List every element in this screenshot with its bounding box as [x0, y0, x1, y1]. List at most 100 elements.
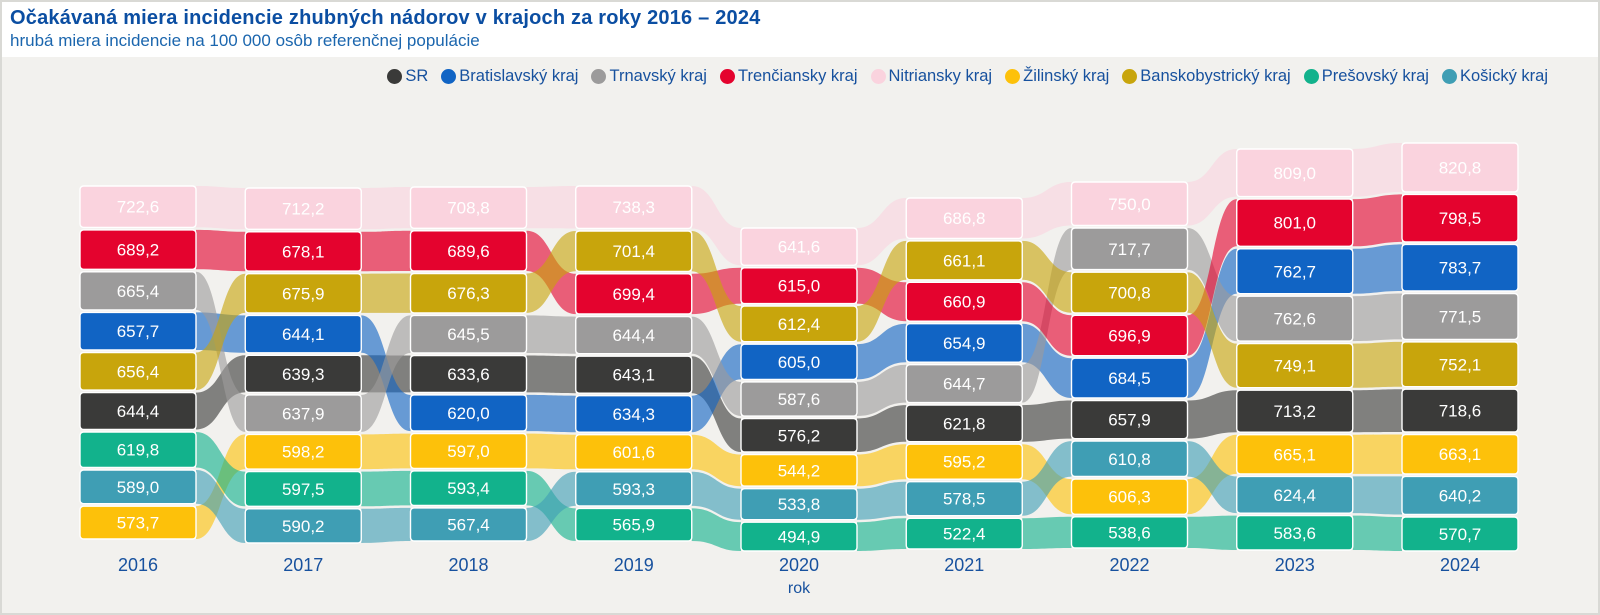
legend-label: Banskobystrický kraj — [1140, 66, 1291, 85]
block-banskobystricky-kraj-2017 — [244, 273, 362, 314]
block-kosicky-kraj-2024 — [1401, 475, 1519, 516]
legend-label: Trenčiansky kraj — [737, 66, 858, 85]
block-trenciansky-kraj-2016 — [79, 229, 197, 270]
chart-header: Očakávaná miera incidencie zhubných nádo… — [0, 0, 1600, 57]
ribbon-bratislavsky-kraj — [526, 394, 576, 433]
value-label-sr-2016: 644,4 — [117, 402, 160, 421]
value-label-banskobystricky-kraj-2016: 656,4 — [117, 362, 160, 381]
block-bratislavsky-kraj-2017 — [244, 314, 362, 354]
ribbon-trnavsky-kraj — [196, 271, 246, 432]
legend-item-presovsky-kraj[interactable]: Prešovský kraj — [1303, 67, 1429, 86]
block-nitriansky-kraj-2023 — [1236, 148, 1354, 198]
value-label-trnavsky-kraj-2018: 645,5 — [447, 325, 490, 344]
ribbon-presovsky-kraj — [1187, 515, 1237, 550]
value-label-trnavsky-kraj-2019: 644,4 — [612, 326, 655, 345]
ribbon-bratislavsky-kraj — [1352, 244, 1402, 294]
block-zilinsky-kraj-2024 — [1401, 433, 1519, 475]
value-label-sr-2023: 713,2 — [1273, 402, 1316, 421]
ribbon-banskobystricky-kraj — [857, 240, 907, 342]
value-label-zilinsky-kraj-2016: 573,7 — [117, 514, 160, 533]
ribbon-zilinsky-kraj — [526, 433, 576, 470]
value-label-zilinsky-kraj-2024: 663,1 — [1439, 445, 1482, 464]
value-label-bratislavsky-kraj-2023: 762,7 — [1273, 262, 1316, 281]
ribbon-banskobystricky-kraj — [526, 231, 576, 313]
value-label-banskobystricky-kraj-2023: 749,1 — [1273, 357, 1316, 376]
legend-item-banskobystricky-kraj[interactable]: Banskobystrický kraj — [1122, 66, 1291, 86]
legend-item-trenciansky-kraj[interactable]: Trenčiansky kraj — [719, 66, 858, 86]
legend-item-kosicky-kraj[interactable]: Košický kraj — [1441, 67, 1548, 86]
legend-color-dot-zilinsky-kraj — [1005, 68, 1021, 84]
legend-item-trnavsky-kraj[interactable]: Trnavský kraj — [591, 67, 707, 86]
block-zilinsky-kraj-2020 — [740, 453, 858, 487]
ribbon-sr — [526, 355, 576, 394]
value-label-nitriansky-kraj-2020: 641,6 — [778, 238, 821, 257]
value-label-trnavsky-kraj-2021: 644,7 — [943, 375, 986, 394]
value-label-kosicky-kraj-2023: 624,4 — [1273, 486, 1316, 505]
block-kosicky-kraj-2018 — [409, 507, 528, 542]
ribbon-banskobystricky-kraj — [1187, 272, 1237, 388]
ribbon-sr — [1022, 400, 1072, 442]
block-sr-2016 — [79, 391, 197, 431]
block-banskobystricky-kraj-2023 — [1236, 342, 1354, 389]
legend-item-bratislavsky-kraj[interactable]: Bratislavský kraj — [441, 67, 578, 86]
ribbon-trenciansky-kraj — [1352, 194, 1402, 247]
block-nitriansky-kraj-2024 — [1401, 142, 1519, 193]
value-label-zilinsky-kraj-2019: 601,6 — [612, 443, 655, 462]
block-kosicky-kraj-2021 — [905, 481, 1023, 517]
value-label-zilinsky-kraj-2021: 595,2 — [943, 453, 986, 472]
value-label-trnavsky-kraj-2022: 717,7 — [1108, 240, 1151, 259]
block-banskobystricky-kraj-2022 — [1070, 271, 1189, 314]
value-label-presovsky-kraj-2020: 494,9 — [778, 528, 821, 547]
block-bratislavsky-kraj-2022 — [1070, 357, 1189, 399]
value-label-presovsky-kraj-2019: 565,9 — [612, 516, 655, 535]
block-nitriansky-kraj-2017 — [244, 187, 362, 230]
ribbon-zilinsky-kraj — [361, 433, 411, 470]
value-label-nitriansky-kraj-2018: 708,8 — [447, 199, 490, 218]
value-label-sr-2022: 657,9 — [1108, 411, 1151, 430]
block-bratislavsky-kraj-2020 — [740, 343, 858, 381]
ribbon-presovsky-kraj — [196, 432, 246, 507]
value-label-kosicky-kraj-2016: 589,0 — [117, 478, 160, 497]
block-presovsky-kraj-2022 — [1070, 516, 1189, 549]
value-label-presovsky-kraj-2021: 522,4 — [943, 525, 986, 544]
value-label-presovsky-kraj-2023: 583,6 — [1273, 524, 1316, 543]
block-trenciansky-kraj-2021 — [905, 281, 1023, 322]
value-label-trenciansky-kraj-2016: 689,2 — [117, 241, 160, 260]
value-label-sr-2019: 643,1 — [612, 366, 655, 385]
block-banskobystricky-kraj-2020 — [740, 305, 858, 343]
legend-item-nitriansky-kraj[interactable]: Nitriansky kraj — [870, 67, 992, 86]
block-sr-2017 — [244, 354, 362, 394]
legend-item-sr[interactable]: SR — [387, 67, 428, 86]
ribbon-zilinsky-kraj — [1352, 434, 1402, 474]
value-label-kosicky-kraj-2018: 567,4 — [447, 516, 490, 535]
ribbon-nitriansky-kraj — [526, 186, 576, 229]
ribbon-trenciansky-kraj — [196, 229, 246, 272]
x-axis-label-2017: 2017 — [283, 555, 323, 575]
legend-color-dot-kosicky-kraj — [1441, 68, 1457, 84]
block-sr-2024 — [1401, 388, 1519, 433]
block-trenciansky-kraj-2020 — [740, 267, 858, 305]
value-label-presovsky-kraj-2024: 570,7 — [1439, 525, 1482, 544]
ribbon-banskobystricky-kraj — [1352, 341, 1402, 388]
legend-label: Žilinský kraj — [1023, 66, 1110, 85]
value-label-sr-2021: 621,8 — [943, 414, 986, 433]
ribbon-nitriansky-kraj — [1187, 149, 1237, 226]
chart-title: Očakávaná miera incidencie zhubných nádo… — [10, 7, 761, 29]
value-label-kosicky-kraj-2022: 610,8 — [1108, 450, 1151, 469]
ribbon-sr — [196, 355, 246, 430]
legend-item-zilinsky-kraj[interactable]: Žilinský kraj — [1005, 67, 1109, 86]
value-label-banskobystricky-kraj-2024: 752,1 — [1439, 355, 1482, 374]
value-label-banskobystricky-kraj-2022: 700,8 — [1108, 284, 1151, 303]
value-label-bratislavsky-kraj-2021: 654,9 — [943, 334, 986, 353]
block-trenciansky-kraj-2017 — [244, 231, 362, 272]
block-presovsky-kraj-2016 — [79, 431, 197, 469]
ribbon-bratislavsky-kraj — [1022, 323, 1072, 398]
block-trnavsky-kraj-2019 — [575, 315, 693, 355]
legend: SR Bratislavský kraj Trnavský kraj Trenčian… — [387, 63, 1548, 89]
value-label-trenciansky-kraj-2022: 696,9 — [1108, 327, 1151, 346]
block-banskobystricky-kraj-2018 — [409, 272, 528, 314]
block-nitriansky-kraj-2016 — [79, 185, 197, 229]
block-bratislavsky-kraj-2023 — [1236, 248, 1354, 295]
block-bratislavsky-kraj-2016 — [79, 311, 197, 351]
value-label-nitriansky-kraj-2023: 809,0 — [1273, 164, 1316, 183]
